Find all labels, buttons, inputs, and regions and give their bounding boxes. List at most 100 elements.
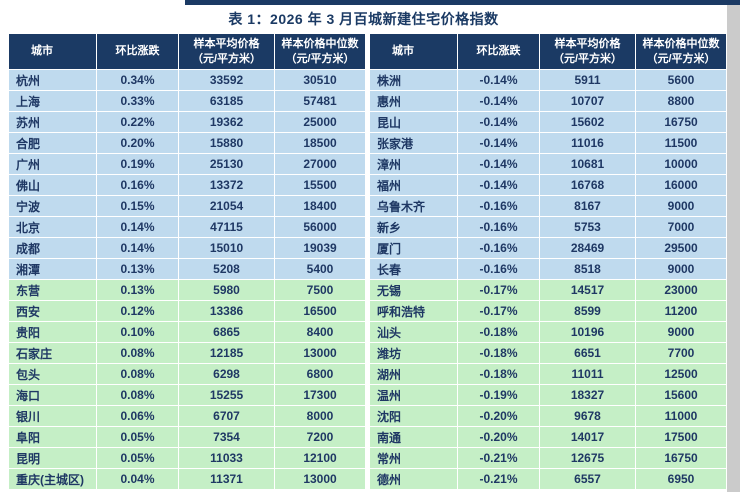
avg-price-cell: 15880: [178, 132, 275, 154]
change-cell: -0.18%: [457, 363, 540, 385]
change-cell: 0.14%: [96, 237, 179, 259]
table-row: 福州 -0.14% 16768 16000: [369, 174, 727, 196]
city-cell: 昆山: [369, 111, 458, 133]
table-row: 常州 -0.21% 12675 16750: [369, 447, 727, 469]
median-price-cell: 5600: [635, 69, 727, 91]
change-cell: -0.14%: [457, 69, 540, 91]
table-row: 昆明 0.05% 11033 12100: [8, 447, 366, 469]
city-cell: 南通: [369, 426, 458, 448]
city-cell: 厦门: [369, 237, 458, 259]
median-price-cell: 23000: [635, 279, 727, 301]
median-price-cell: 57481: [274, 90, 366, 112]
table-row: 银川 0.06% 6707 8000: [8, 405, 366, 427]
right-gutter: [727, 5, 740, 492]
avg-price-cell: 6298: [178, 363, 275, 385]
city-cell: 北京: [8, 216, 97, 238]
top-border-bar: [185, 0, 740, 5]
avg-price-cell: 10196: [539, 321, 636, 343]
avg-price-cell: 13386: [178, 300, 275, 322]
change-cell: -0.16%: [457, 195, 540, 217]
change-cell: -0.17%: [457, 300, 540, 322]
change-cell: 0.19%: [96, 153, 179, 175]
city-cell: 海口: [8, 384, 97, 406]
change-cell: 0.08%: [96, 384, 179, 406]
table-row: 昆山 -0.14% 15602 16750: [369, 111, 727, 133]
header-avg-line2: （元/平方米）: [191, 52, 262, 65]
median-price-cell: 17300: [274, 384, 366, 406]
header-avg-line2: （元/平方米）: [552, 52, 623, 65]
avg-price-cell: 7354: [178, 426, 275, 448]
change-cell: 0.33%: [96, 90, 179, 112]
table-row: 乌鲁木齐 -0.16% 8167 9000: [369, 195, 727, 217]
avg-price-cell: 47115: [178, 216, 275, 238]
change-cell: -0.17%: [457, 279, 540, 301]
median-price-cell: 8400: [274, 321, 366, 343]
table-row: 南通 -0.20% 14017 17500: [369, 426, 727, 448]
city-cell: 呼和浩特: [369, 300, 458, 322]
table-row: 成都 0.14% 15010 19039: [8, 237, 366, 259]
avg-price-cell: 10707: [539, 90, 636, 112]
table-row: 贵阳 0.10% 6865 8400: [8, 321, 366, 343]
avg-price-cell: 5753: [539, 216, 636, 238]
median-price-cell: 29500: [635, 237, 727, 259]
city-cell: 新乡: [369, 216, 458, 238]
avg-price-cell: 5980: [178, 279, 275, 301]
median-price-cell: 15500: [274, 174, 366, 196]
avg-price-cell: 19362: [178, 111, 275, 133]
avg-price-cell: 6707: [178, 405, 275, 427]
avg-price-cell: 10681: [539, 153, 636, 175]
change-cell: 0.13%: [96, 258, 179, 280]
avg-price-cell: 13372: [178, 174, 275, 196]
header-avg-price: 样本平均价格 （元/平方米）: [539, 33, 636, 70]
median-price-cell: 25000: [274, 111, 366, 133]
city-cell: 包头: [8, 363, 97, 385]
header-avg-line1: 样本平均价格: [193, 38, 260, 51]
change-cell: -0.14%: [457, 153, 540, 175]
city-cell: 沈阳: [369, 405, 458, 427]
city-cell: 漳州: [369, 153, 458, 175]
city-cell: 潍坊: [369, 342, 458, 364]
change-cell: 0.12%: [96, 300, 179, 322]
city-cell: 湘潭: [8, 258, 97, 280]
header-median-line2: （元/平方米）: [285, 52, 355, 65]
header-change: 环比涨跌: [96, 33, 179, 70]
city-cell: 成都: [8, 237, 97, 259]
city-cell: 张家港: [369, 132, 458, 154]
change-cell: 0.22%: [96, 111, 179, 133]
table-row: 东营 0.13% 5980 7500: [8, 279, 366, 301]
change-cell: -0.14%: [457, 174, 540, 196]
city-cell: 重庆(主城区): [8, 468, 97, 490]
median-price-cell: 8800: [635, 90, 727, 112]
median-price-cell: 13000: [274, 468, 366, 490]
change-cell: 0.34%: [96, 69, 179, 91]
median-price-cell: 7700: [635, 342, 727, 364]
header-median-line2: （元/平方米）: [646, 52, 716, 65]
change-cell: -0.21%: [457, 468, 540, 490]
price-table-left: 城市 环比涨跌 样本平均价格 （元/平方米） 样本价格中位数 （元/平方米） 杭…: [8, 33, 366, 490]
change-cell: -0.16%: [457, 258, 540, 280]
right-table-body: 株洲 -0.14% 5911 5600 惠州 -0.14% 10707 8800 昆山 -0.14…: [369, 69, 727, 490]
city-cell: 常州: [369, 447, 458, 469]
table-row: 石家庄 0.08% 12185 13000: [8, 342, 366, 364]
table-row: 沈阳 -0.20% 9678 11000: [369, 405, 727, 427]
median-price-cell: 5400: [274, 258, 366, 280]
city-cell: 阜阳: [8, 426, 97, 448]
median-price-cell: 9000: [635, 321, 727, 343]
table-row: 漳州 -0.14% 10681 10000: [369, 153, 727, 175]
avg-price-cell: 11371: [178, 468, 275, 490]
city-cell: 昆明: [8, 447, 97, 469]
avg-price-cell: 16768: [539, 174, 636, 196]
change-cell: -0.18%: [457, 342, 540, 364]
median-price-cell: 9000: [635, 195, 727, 217]
median-price-cell: 16750: [635, 111, 727, 133]
change-cell: 0.08%: [96, 363, 179, 385]
median-price-cell: 17500: [635, 426, 727, 448]
median-price-cell: 16750: [635, 447, 727, 469]
header-city: 城市: [8, 33, 97, 70]
city-cell: 株洲: [369, 69, 458, 91]
table-row: 包头 0.08% 6298 6800: [8, 363, 366, 385]
table-row: 重庆(主城区) 0.04% 11371 13000: [8, 468, 366, 490]
median-price-cell: 15600: [635, 384, 727, 406]
median-price-cell: 30510: [274, 69, 366, 91]
city-cell: 上海: [8, 90, 97, 112]
